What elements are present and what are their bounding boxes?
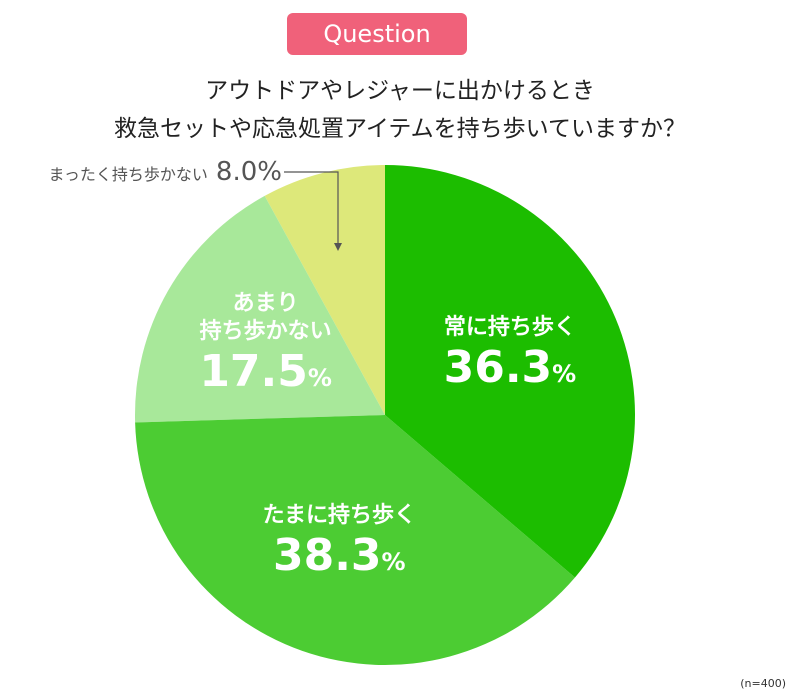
category-label: たまに持ち歩く bbox=[262, 502, 416, 528]
slice-label: 常に持ち歩く 36.3% bbox=[444, 314, 577, 400]
chart-title: アウトドアやレジャーに出かけるとき 救急セットや応急処置アイテムを持ち歩いていま… bbox=[113, 78, 686, 142]
leader-line bbox=[284, 171, 339, 246]
category-label: まったく持ち歩かない bbox=[48, 165, 208, 184]
badge: Question bbox=[287, 13, 467, 55]
pie-slice bbox=[264, 165, 385, 415]
value-label: 38.3% bbox=[272, 529, 406, 581]
pie-slice bbox=[135, 415, 575, 666]
category-label: あまり 持ち歩かない bbox=[199, 290, 332, 344]
slice-label: たまに持ち歩く 38.3% bbox=[263, 502, 416, 588]
value-label: 36.3% bbox=[443, 342, 577, 394]
value-label: 8.0% bbox=[215, 157, 282, 187]
value-label: 17.5% bbox=[199, 345, 332, 397]
leader-arrow bbox=[334, 243, 342, 251]
slice-label: あまり 持ち歩かない 17.5% bbox=[199, 290, 332, 404]
sample-note: (n=400) bbox=[740, 677, 786, 690]
slice-label: まったく持ち歩かない 8.0% bbox=[49, 146, 282, 198]
pie-slice bbox=[135, 195, 385, 423]
pie-slice bbox=[385, 165, 635, 578]
category-label: 常に持ち歩く bbox=[443, 315, 576, 341]
